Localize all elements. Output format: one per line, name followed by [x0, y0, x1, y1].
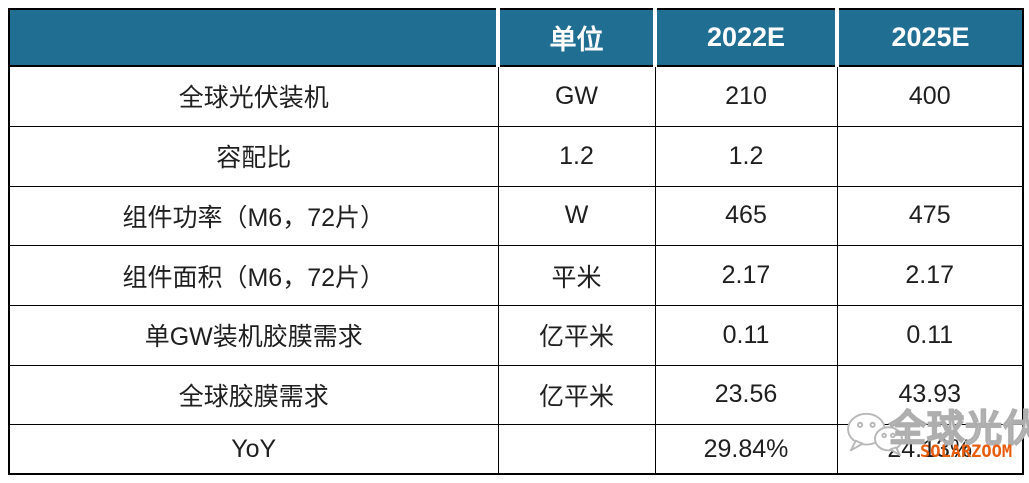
header-cell-unit: 单位 [496, 9, 655, 67]
row-label: 容配比 [8, 125, 499, 187]
data-table: 单位 2022E 2025E 全球光伏装机 GW 210 400 容配比 1.2… [8, 8, 1024, 475]
table-row: 单GW装机胶膜需求 亿平米 0.11 0.11 [8, 304, 1024, 366]
cell-unit: 亿平米 [497, 304, 656, 366]
row-label: 全球光伏装机 [8, 65, 499, 127]
row-label: 单GW装机胶膜需求 [8, 304, 499, 366]
cell-2025e: 0.11 [836, 304, 1024, 366]
row-label: 全球胶膜需求 [8, 364, 499, 426]
cell-2022e: 0.11 [654, 304, 838, 366]
table-row: 组件面积（M6，72片） 平米 2.17 2.17 [8, 245, 1024, 306]
cell-2025e: 24.13% [836, 424, 1024, 475]
cell-2025e: 400 [836, 65, 1024, 127]
cell-2025e: 43.93 [836, 364, 1024, 426]
cell-2025e: 2.17 [836, 245, 1024, 306]
cell-unit: W [497, 185, 656, 247]
table-row: 容配比 1.2 1.2 [8, 125, 1024, 187]
cell-2022e: 1.2 [654, 125, 838, 187]
cell-unit: GW [497, 65, 656, 127]
cell-unit: 平米 [497, 245, 656, 306]
header-cell-blank [9, 9, 498, 67]
cell-unit [497, 424, 656, 475]
cell-2022e: 2.17 [654, 245, 838, 306]
table-row: YoY 29.84% 24.13% [8, 424, 1024, 475]
cell-unit: 1.2 [497, 125, 656, 187]
table-row: 组件功率（M6，72片） W 465 475 [8, 185, 1024, 247]
header-cell-2022e: 2022E [653, 9, 837, 67]
row-label: 组件功率（M6，72片） [8, 185, 499, 247]
row-label: YoY [8, 424, 499, 475]
table-row: 全球胶膜需求 亿平米 23.56 43.93 [8, 364, 1024, 426]
cell-2025e: 475 [836, 185, 1024, 247]
header-row: 单位 2022E 2025E [9, 9, 1023, 67]
cell-2025e [836, 125, 1024, 187]
cell-2022e: 465 [654, 185, 838, 247]
table-row: 全球光伏装机 GW 210 400 [8, 65, 1024, 127]
cell-2022e: 29.84% [654, 424, 838, 475]
row-label: 组件面积（M6，72片） [8, 245, 499, 306]
cell-unit: 亿平米 [497, 364, 656, 426]
cell-2022e: 23.56 [654, 364, 838, 426]
header-cell-2025e: 2025E [835, 9, 1023, 67]
cell-2022e: 210 [654, 65, 838, 127]
